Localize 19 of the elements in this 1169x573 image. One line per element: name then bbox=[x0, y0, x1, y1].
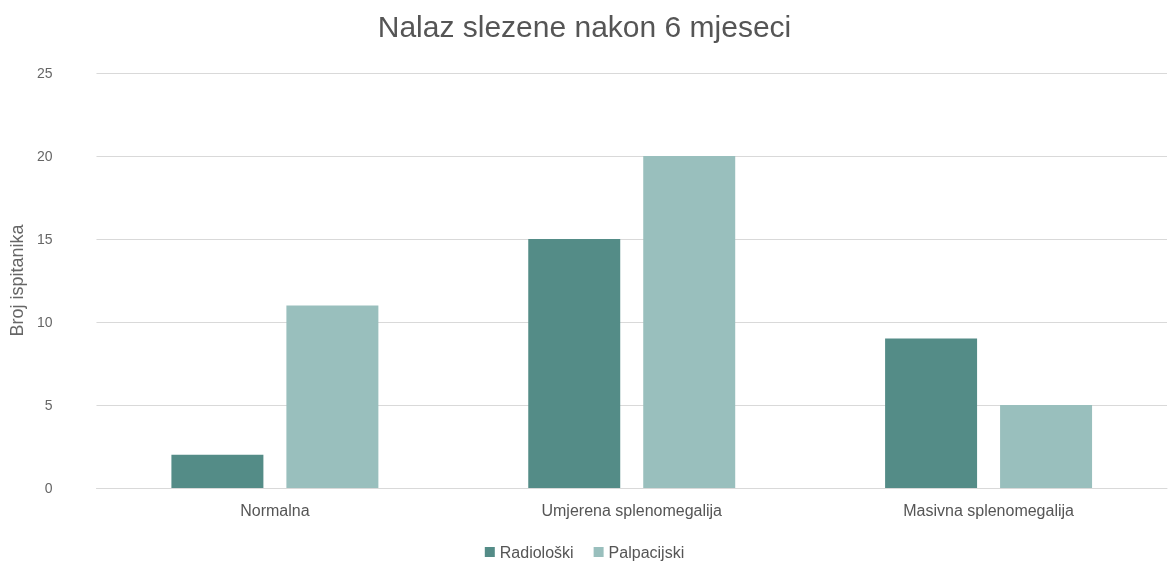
x-tick-label: Normalna bbox=[240, 501, 310, 519]
x-tick-label: Masivna splenomegalija bbox=[903, 501, 1075, 519]
y-tick-label: 0 bbox=[44, 480, 53, 496]
y-tick-label: 15 bbox=[36, 231, 53, 247]
bar bbox=[885, 338, 978, 488]
y-tick-label: 10 bbox=[36, 314, 53, 330]
y-tick-label: 25 bbox=[36, 65, 53, 81]
chart-title: Nalaz slezene nakon 6 mjeseci bbox=[377, 9, 792, 43]
bar bbox=[171, 454, 264, 488]
y-tick-label: 5 bbox=[44, 397, 53, 413]
y-axis-title: Broj ispitanika bbox=[7, 223, 27, 337]
bar bbox=[286, 305, 379, 488]
y-tick-label: 20 bbox=[36, 148, 53, 164]
x-tick-label: Umjerena splenomegalija bbox=[541, 501, 723, 519]
legend-label: Radiološki bbox=[499, 543, 574, 561]
legend-label: Palpacijski bbox=[608, 543, 685, 561]
bar bbox=[643, 156, 736, 488]
bar bbox=[1000, 405, 1093, 488]
bar bbox=[528, 239, 621, 488]
